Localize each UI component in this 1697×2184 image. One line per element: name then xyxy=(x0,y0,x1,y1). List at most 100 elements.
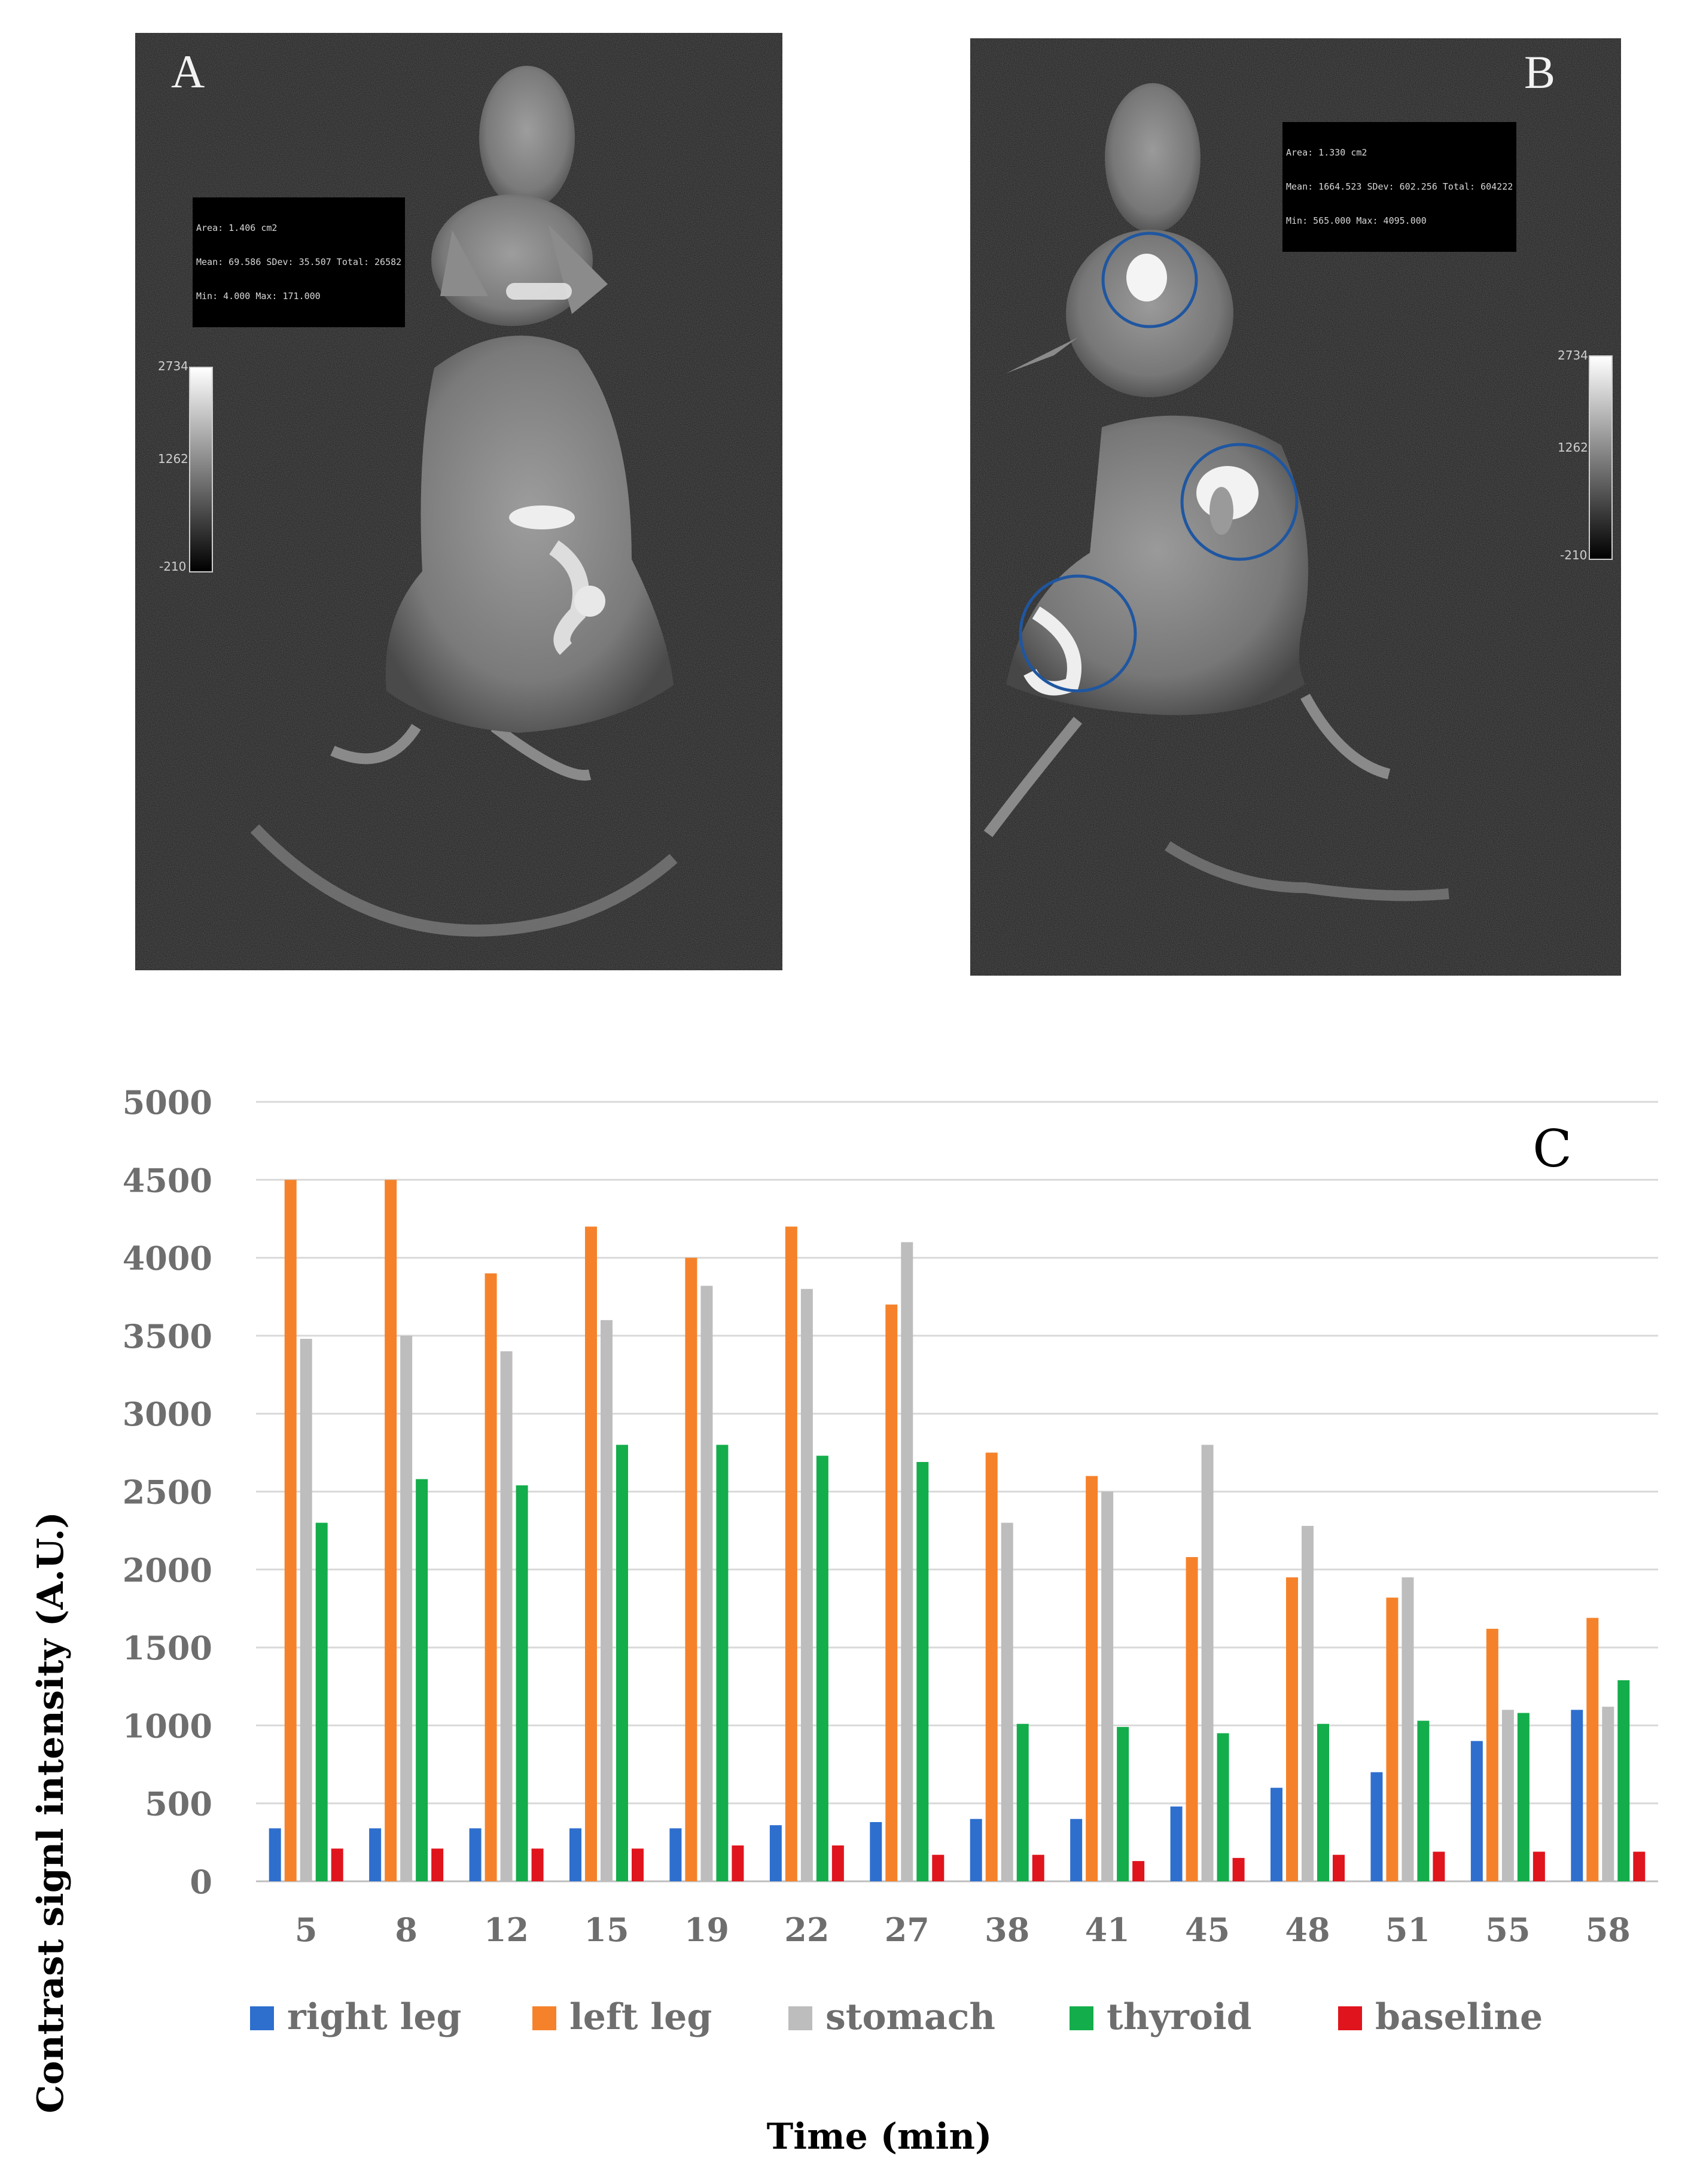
legend-label: baseline xyxy=(1375,1996,1543,2038)
roi-mean-a: Mean: 69.586 SDev: 35.507 Total: 26582 xyxy=(196,257,402,267)
bar-thyroid-19 xyxy=(716,1445,729,1881)
scale-min-label-b: -210 xyxy=(1560,548,1588,562)
mri-panel-b: B Area: 1.330 cm2 Mean: 1664.523 SDev: 6… xyxy=(970,38,1621,976)
legend-item-left-leg: left leg xyxy=(532,1996,712,2038)
bar-stomach-55 xyxy=(1501,1710,1514,1881)
scale-mid-label-a: 1262 xyxy=(158,452,188,466)
bar-right-leg-5 xyxy=(269,1828,281,1881)
bar-right-leg-58 xyxy=(1571,1710,1583,1881)
roi-circle-stomach xyxy=(1180,443,1299,561)
y-axis-label: Contrast signl intensity (A.U.) xyxy=(30,1512,72,2113)
bar-right-leg-45 xyxy=(1170,1806,1183,1881)
bar-baseline-38 xyxy=(1032,1854,1044,1881)
bar-thyroid-15 xyxy=(616,1445,628,1881)
x-tick-label: 48 xyxy=(1285,1911,1330,1949)
bar-right-leg-55 xyxy=(1470,1741,1483,1881)
bar-left-leg-8 xyxy=(385,1180,397,1881)
bar-stomach-5 xyxy=(300,1339,312,1881)
legend-item-thyroid: thyroid xyxy=(1070,1996,1252,2038)
bar-right-leg-22 xyxy=(769,1825,782,1881)
bar-left-leg-5 xyxy=(284,1180,297,1881)
bar-thyroid-55 xyxy=(1517,1713,1530,1881)
intensity-scale-bar-b xyxy=(1589,355,1613,560)
bar-baseline-5 xyxy=(331,1848,343,1881)
bar-left-leg-27 xyxy=(885,1304,898,1881)
bar-left-leg-55 xyxy=(1486,1628,1498,1881)
legend-label: stomach xyxy=(825,1996,995,2038)
bar-baseline-19 xyxy=(732,1845,744,1881)
legend-label: thyroid xyxy=(1107,1996,1252,2038)
x-tick-label: 12 xyxy=(484,1911,529,1949)
bar-thyroid-22 xyxy=(816,1455,828,1881)
y-tick-label: 1000 xyxy=(123,1707,212,1745)
bar-right-leg-51 xyxy=(1370,1772,1383,1881)
bar-left-leg-19 xyxy=(685,1257,697,1881)
roi-minmax-a: Min: 4.000 Max: 171.000 xyxy=(196,291,321,301)
bar-baseline-45 xyxy=(1232,1857,1245,1881)
y-tick-label: 5000 xyxy=(123,1083,212,1122)
bar-baseline-48 xyxy=(1333,1854,1345,1881)
bar-stomach-22 xyxy=(800,1289,813,1881)
bar-left-leg-41 xyxy=(1086,1476,1098,1881)
roi-stats-b: Area: 1.330 cm2 Mean: 1664.523 SDev: 602… xyxy=(1282,122,1517,252)
y-tick-label: 4500 xyxy=(123,1161,212,1199)
x-tick-label: 27 xyxy=(885,1911,930,1949)
bar-thyroid-38 xyxy=(1016,1723,1029,1881)
bar-right-leg-15 xyxy=(569,1828,581,1881)
bar-baseline-58 xyxy=(1633,1851,1646,1881)
bar-stomach-45 xyxy=(1201,1445,1214,1881)
x-tick-label: 15 xyxy=(584,1911,629,1949)
bar-baseline-12 xyxy=(531,1848,544,1881)
mouse-image-b xyxy=(983,83,1449,901)
bar-left-leg-58 xyxy=(1586,1618,1599,1881)
bar-baseline-8 xyxy=(431,1848,444,1881)
bar-stomach-48 xyxy=(1302,1525,1314,1881)
bar-right-leg-12 xyxy=(469,1828,482,1881)
legend-swatch xyxy=(250,2006,274,2030)
bar-left-leg-51 xyxy=(1386,1597,1399,1881)
bar-thyroid-58 xyxy=(1617,1680,1630,1881)
bar-stomach-12 xyxy=(500,1351,513,1881)
bar-thyroid-27 xyxy=(916,1461,929,1881)
y-tick-label: 3500 xyxy=(123,1317,212,1356)
y-axis-ticks: 0 500 1000 1500 2000 2500 3000 3500 4000 4500 5000 xyxy=(123,1083,212,1901)
bar-stomach-51 xyxy=(1402,1577,1414,1881)
x-tick-label: 41 xyxy=(1085,1911,1130,1949)
roi-circle-leg xyxy=(1019,574,1137,693)
panel-b-label: B xyxy=(1524,46,1556,98)
bar-baseline-27 xyxy=(932,1854,945,1881)
y-tick-label: 1500 xyxy=(123,1629,212,1667)
y-tick-label: 4000 xyxy=(123,1239,212,1278)
scale-mid-label-b: 1262 xyxy=(1558,440,1588,455)
x-tick-label: 58 xyxy=(1586,1911,1631,1949)
x-tick-label: 38 xyxy=(985,1911,1029,1949)
roi-minmax-b: Min: 565.000 Max: 4095.000 xyxy=(1286,215,1427,226)
bar-stomach-15 xyxy=(601,1320,613,1881)
bar-stomach-38 xyxy=(1001,1522,1013,1881)
bar-baseline-51 xyxy=(1433,1851,1445,1881)
panel-c-label: C xyxy=(1533,1119,1572,1179)
roi-stats-a: Area: 1.406 cm2 Mean: 69.586 SDev: 35.50… xyxy=(193,197,406,327)
legend-swatch xyxy=(788,2006,812,2030)
bar-right-leg-8 xyxy=(369,1828,382,1881)
legend-item-baseline: baseline xyxy=(1338,1996,1543,2038)
bar-left-leg-48 xyxy=(1286,1577,1298,1881)
bar-right-leg-48 xyxy=(1271,1787,1282,1881)
legend-item-stomach: stomach xyxy=(788,1996,995,2038)
legend-swatch xyxy=(1338,2006,1362,2030)
x-axis-ticks: 5 8 12 15 19 22 27 38 41 45 48 51 55 58 xyxy=(295,1911,1631,1949)
gridlines xyxy=(256,1101,1658,1883)
bar-left-leg-12 xyxy=(485,1273,497,1881)
roi-area-a: Area: 1.406 cm2 xyxy=(196,223,278,233)
bar-thyroid-5 xyxy=(315,1522,328,1881)
bar-stomach-8 xyxy=(400,1335,413,1881)
scale-max-label-a: 2734 xyxy=(158,359,188,373)
legend-item-right-leg: right leg xyxy=(250,1996,462,2038)
legend: right leg left leg stomach thyroid baseline xyxy=(250,1996,1543,2038)
roi-circle-thyroid xyxy=(1101,232,1198,328)
bar-thyroid-51 xyxy=(1417,1720,1430,1881)
x-axis-label: Time (min) xyxy=(767,2116,992,2158)
x-tick-label: 5 xyxy=(295,1911,318,1949)
intensity-scale-bar-a xyxy=(189,367,213,572)
bar-chart: 0 500 1000 1500 2000 2500 3000 3500 4000 4500 5000… xyxy=(30,1083,1658,2158)
